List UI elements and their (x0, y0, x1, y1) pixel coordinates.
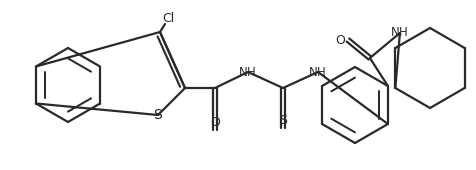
Text: S: S (154, 108, 162, 122)
Text: S: S (279, 114, 287, 126)
Text: N: N (390, 27, 399, 39)
Text: O: O (210, 115, 220, 129)
Text: H: H (398, 27, 407, 39)
Text: H: H (317, 65, 326, 79)
Text: N: N (238, 65, 248, 79)
Text: O: O (335, 33, 345, 47)
Text: H: H (247, 65, 256, 79)
Text: Cl: Cl (162, 12, 174, 24)
Text: N: N (308, 65, 317, 79)
